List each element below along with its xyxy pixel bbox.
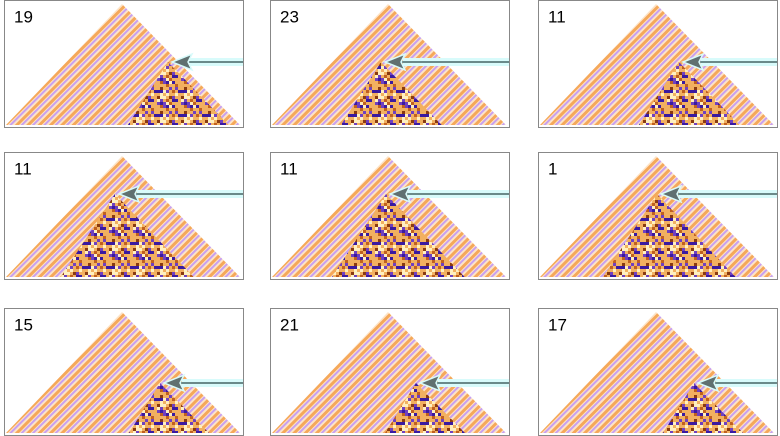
panel-label: 1 — [548, 159, 557, 178]
chaotic-region — [60, 194, 194, 277]
chaotic-region — [638, 62, 740, 125]
chaotic-region — [602, 194, 736, 277]
panel: 19 — [4, 0, 244, 128]
panel: 21 — [270, 308, 510, 436]
panel: 11 — [270, 152, 510, 280]
panel: 17 — [538, 308, 778, 436]
chaotic-region — [385, 383, 465, 433]
chaotic-region — [129, 383, 209, 433]
arrow-head — [658, 184, 683, 204]
arrow-head — [387, 184, 412, 204]
panel-label: 23 — [280, 7, 299, 26]
panel-label: 11 — [548, 7, 566, 26]
arrow-head — [382, 52, 407, 72]
panel-label: 17 — [548, 315, 567, 334]
panel-label: 15 — [14, 315, 33, 334]
automaton-triangle — [540, 312, 774, 433]
panel: 15 — [4, 308, 244, 436]
panel-label: 19 — [14, 7, 33, 26]
automaton-triangle — [540, 4, 774, 125]
arrow-head — [695, 373, 720, 393]
panel: 11 — [4, 152, 244, 280]
panel: 11 — [538, 0, 778, 128]
chaotic-region — [331, 194, 465, 277]
panel: 1 — [538, 152, 778, 280]
automaton-triangle — [6, 312, 240, 433]
arrow-head — [680, 52, 705, 72]
chaotic-region — [340, 62, 442, 125]
panel-label: 11 — [14, 159, 32, 178]
chaotic-region — [127, 62, 229, 125]
arrow-head — [161, 373, 186, 393]
automaton-triangle — [272, 4, 506, 125]
arrow-head — [169, 52, 194, 72]
panel: 23 — [270, 0, 510, 128]
chaotic-region — [663, 383, 743, 433]
arrow-head — [417, 373, 442, 393]
panel-label: 11 — [280, 159, 298, 178]
automaton-triangle — [272, 312, 506, 433]
arrow-head — [116, 184, 141, 204]
panel-label: 21 — [280, 315, 299, 334]
